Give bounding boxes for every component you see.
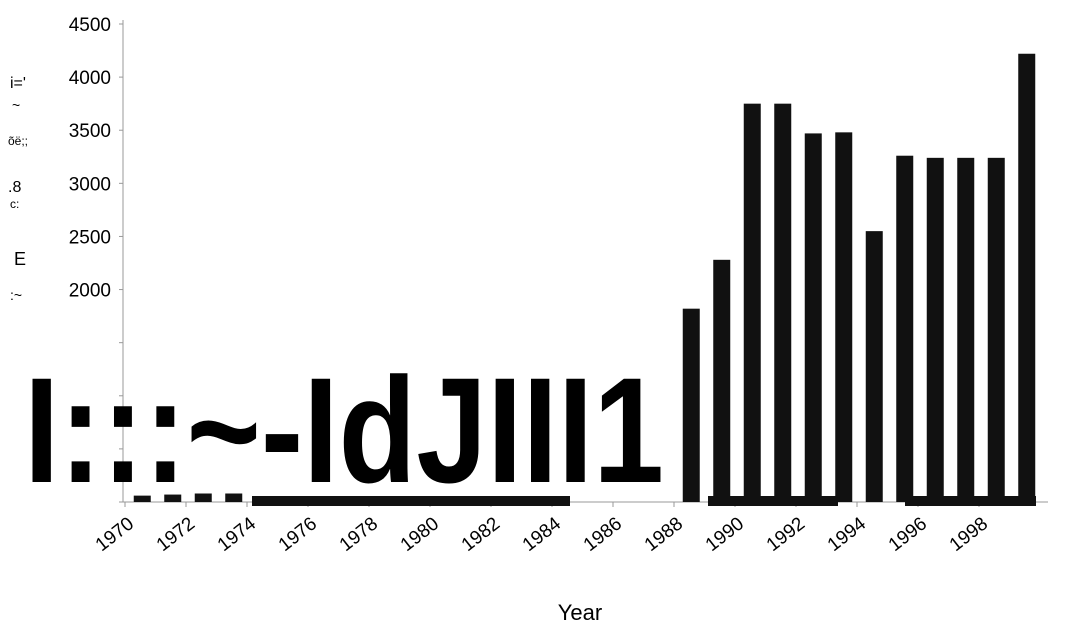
y-tick-label: 3500 [69,121,111,142]
overlay-text: I:::~-IdJIII1 [24,346,664,514]
margin-text-7: :~ [10,287,22,303]
x-tick-label-1984: 1984 [519,513,566,556]
bar-1994 [865,231,883,502]
y-tick-label: 4500 [69,15,111,36]
x-tick-label-1992: 1992 [763,513,809,556]
bar-1973 [225,493,243,502]
margin-text-2: ~ [12,97,20,113]
x-axis-title: Year [558,600,602,624]
x-tick-label-1976: 1976 [275,513,321,556]
bar-1997 [957,157,975,502]
bar-1992 [804,133,822,503]
y-tick-label: 2000 [69,281,111,302]
x-tick-label-1978: 1978 [336,513,382,556]
x-tick-label-1994: 1994 [824,513,871,556]
x-tick-label-1972: 1972 [153,513,199,556]
x-tick-label-1974: 1974 [214,513,261,556]
bar-1970 [133,495,151,502]
y-tick-label: 2500 [69,227,111,248]
bar-1993 [835,132,853,502]
baseline-artifact-3 [905,496,1036,506]
scan-artifacts: i=' ~ õë;; .8 c: E :~ I:::~-IdJIII1 [8,75,664,514]
y-tick-label: 4000 [69,68,111,89]
x-tick-label-1986: 1986 [580,513,626,556]
x-tick-label-1970: 1970 [92,513,138,556]
bar-1995 [896,155,914,502]
bar-1988 [682,308,700,502]
y-tick-label: 3000 [69,174,111,195]
x-tick-label-1988: 1988 [641,513,687,556]
margin-text-4: .8 [8,179,21,196]
bar-1990 [743,103,761,503]
bar-1972 [194,493,212,502]
x-tick-label-1998: 1998 [946,513,992,556]
bar-1971 [164,494,182,502]
baseline-artifact-2 [708,496,838,506]
plot-area: 2000 2500 3000 3500 4000 4500 1970 1972 1974 1976… [69,15,1048,624]
x-tick-label-1990: 1990 [702,513,748,556]
margin-text-6: E [14,249,26,269]
bar-1998 [987,157,1005,502]
baseline-artifact-1 [252,496,570,506]
bar-1999 [1018,53,1036,503]
margin-text-5: c: [10,197,19,211]
x-tick-label-1980: 1980 [397,513,443,556]
margin-text-1: i=' [10,75,26,92]
bar-1989 [713,259,731,502]
bar-1996 [926,157,944,502]
bar-1991 [774,103,792,503]
margin-text-3: õë;; [8,134,28,148]
x-tick-label-1996: 1996 [885,513,931,556]
x-tick-label-1982: 1982 [458,513,504,556]
